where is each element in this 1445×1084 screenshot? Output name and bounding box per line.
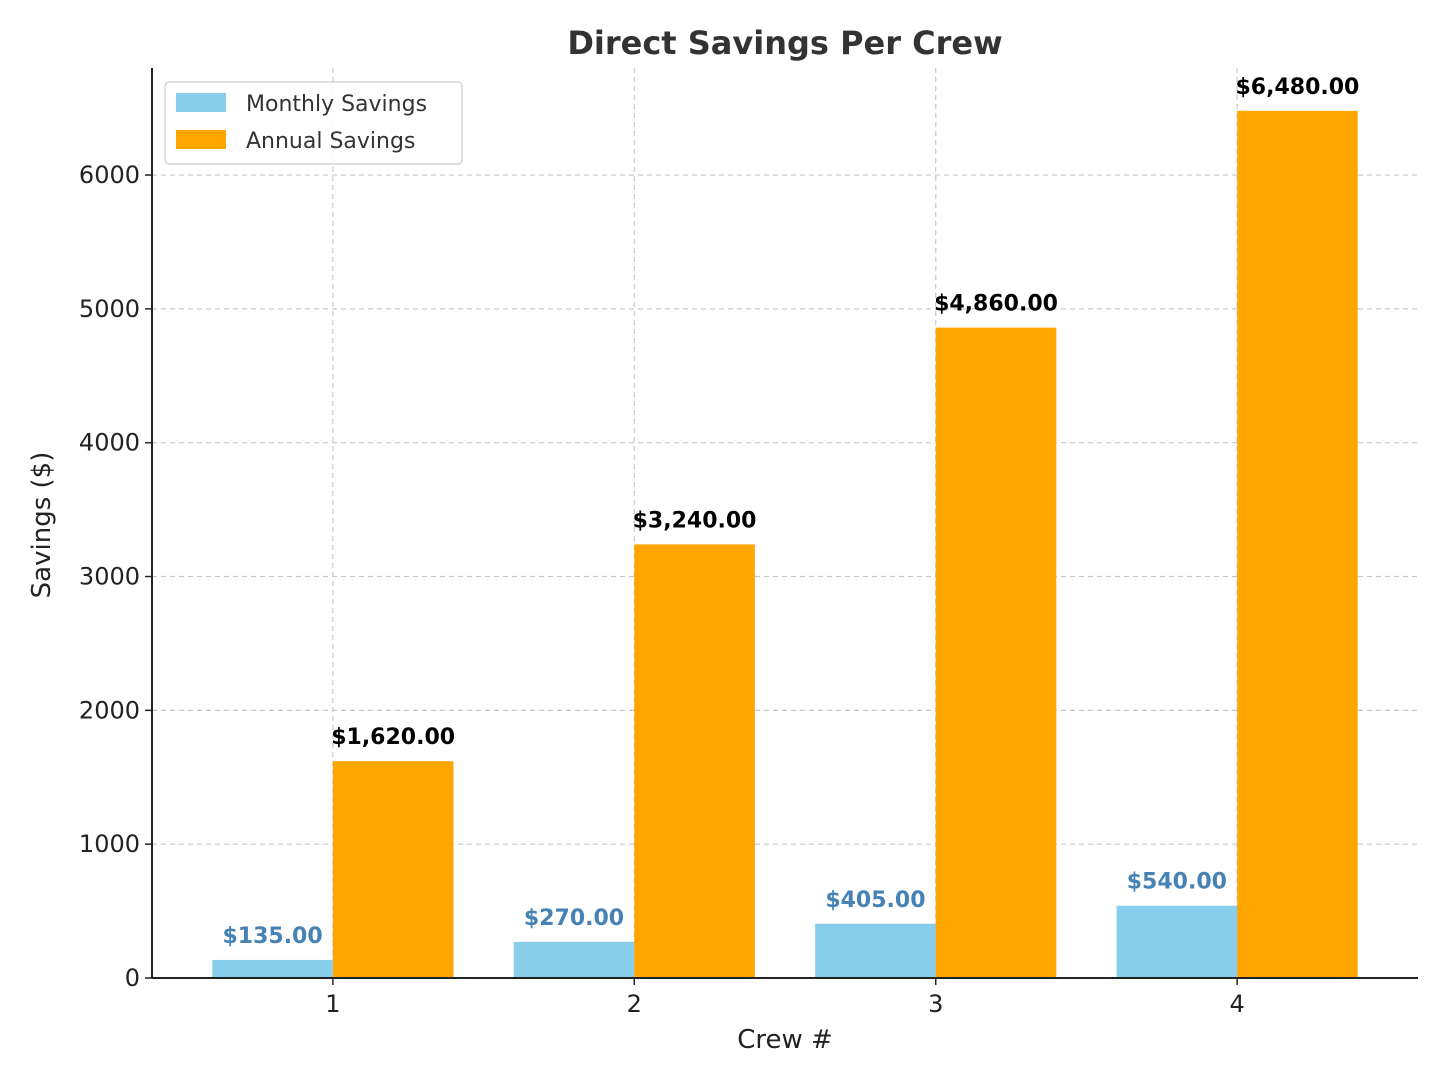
legend: Monthly Savings Annual Savings (164, 81, 463, 165)
legend-entry: Monthly Savings (246, 92, 427, 117)
monthly-bar-3 (815, 923, 936, 978)
annual-value-label: $1,620.00 (331, 725, 455, 750)
y-tick-label: 3000 (79, 563, 140, 591)
monthly-value-label: $405.00 (825, 888, 925, 913)
y-tick-label: 6000 (79, 161, 140, 189)
y-axis-label: Savings ($) (27, 452, 57, 599)
x-axis-label: Crew # (737, 1025, 833, 1055)
y-tick-label: 5000 (79, 295, 140, 323)
x-tick-label: 1 (325, 990, 340, 1018)
chart-title: Direct Savings Per Crew (567, 24, 1002, 62)
y-tick-label: 4000 (79, 429, 140, 457)
annual-bar-2 (634, 544, 755, 978)
legend-swatch (176, 130, 226, 149)
monthly-bar-1 (212, 959, 333, 978)
bars (212, 110, 1358, 978)
annual-value-label: $3,240.00 (633, 508, 757, 533)
data-labels: $135.00 $270.00 $405.00 $540.00 $1,620.00 $3,… (222, 75, 1359, 949)
monthly-bar-4 (1116, 905, 1238, 978)
legend-entry: Annual Savings (246, 129, 415, 154)
monthly-bar-2 (513, 941, 635, 978)
tick-labels: 0 1000 2000 3000 4000 5000 6000 1 2 3 4 (79, 161, 1245, 1018)
annual-bar-3 (935, 327, 1057, 978)
annual-bar-1 (332, 761, 454, 978)
x-tick-label: 2 (627, 990, 642, 1018)
x-tick-label: 4 (1230, 990, 1245, 1018)
y-tick-label: 0 (125, 964, 140, 992)
monthly-value-label: $540.00 (1127, 870, 1227, 895)
annual-value-label: $6,480.00 (1235, 75, 1359, 100)
axes (151, 68, 1418, 979)
y-tick-label: 1000 (79, 830, 140, 858)
y-tick-label: 2000 (79, 696, 140, 724)
annual-bar-4 (1237, 110, 1358, 978)
x-tick-label: 3 (928, 990, 943, 1018)
monthly-value-label: $270.00 (524, 906, 624, 931)
legend-swatch (176, 93, 226, 112)
legend-box (164, 81, 463, 165)
monthly-value-label: $135.00 (222, 924, 322, 949)
annual-value-label: $4,860.00 (934, 292, 1058, 317)
